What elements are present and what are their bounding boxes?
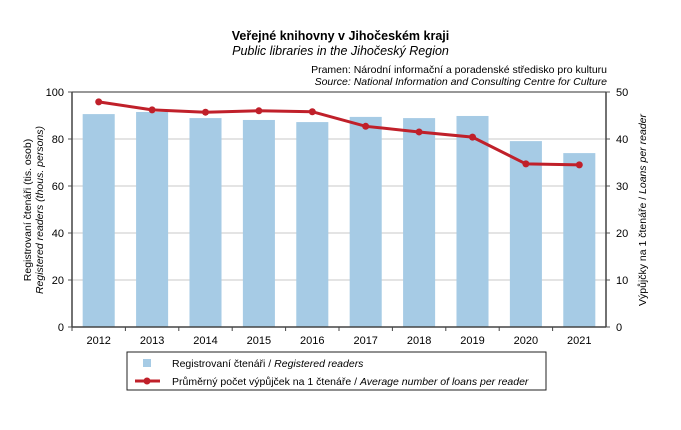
- legend-label-en: Registered readers: [274, 358, 364, 370]
- line-point: [255, 107, 263, 115]
- legend-label-en: Average number of loans per reader: [359, 376, 529, 388]
- chart-subtitle: Public libraries in the Jihočeský Region: [232, 44, 449, 58]
- line-point: [575, 161, 583, 169]
- line-point: [202, 108, 209, 116]
- chart-title: Veřejné knihovny v Jihočeském kraji: [231, 29, 450, 43]
- bar: [296, 122, 329, 327]
- line-point: [148, 106, 156, 114]
- ytick-left-label: 20: [52, 275, 64, 287]
- legend-swatch-bar: [143, 359, 151, 367]
- ytick-right-label: 20: [616, 228, 628, 240]
- legend-label-cz: Průměrný počet výpůjček na 1 čtenáře /: [172, 376, 360, 388]
- ylabel-left-en: Registered readers (thous. persons): [34, 126, 46, 294]
- bar: [189, 118, 222, 328]
- bar: [509, 141, 542, 327]
- bar: [403, 118, 436, 328]
- bar: [82, 114, 115, 327]
- xtick-label: 2020: [514, 335, 538, 347]
- line-point: [362, 122, 370, 130]
- ytick-left-label: 60: [52, 181, 64, 193]
- xtick-label: 2012: [86, 335, 110, 347]
- ytick-right-label: 10: [616, 275, 628, 287]
- xtick-label: 2013: [140, 335, 164, 347]
- line-point: [95, 98, 103, 106]
- bar: [563, 153, 596, 327]
- line-point: [415, 128, 423, 136]
- line-point: [469, 133, 476, 141]
- ytick-left-label: 100: [46, 87, 64, 99]
- xtick-label: 2015: [247, 335, 271, 347]
- source-en: Source: National Information and Consult…: [314, 76, 607, 88]
- ytick-right-label: 0: [616, 322, 622, 334]
- line-series: [98, 100, 580, 167]
- ytick-right-label: 30: [616, 181, 628, 193]
- legend-entry: Registrovaní čtenáři / Registered reader…: [172, 358, 364, 370]
- xtick-label: 2017: [353, 335, 377, 347]
- xtick-label: 2018: [407, 335, 431, 347]
- xtick-label: 2021: [567, 335, 591, 347]
- ytick-left-label: 80: [52, 134, 64, 146]
- ylabel-right-en: Loans per reader: [637, 113, 649, 193]
- legend-entry: Průměrný počet výpůjček na 1 čtenáře / A…: [172, 376, 529, 388]
- ylabel-right-cz: Výpůjčky na 1 čtenáře /: [637, 194, 649, 306]
- bar: [136, 111, 169, 327]
- xtick-label: 2016: [300, 335, 324, 347]
- ytick-right-label: 40: [616, 134, 628, 146]
- xtick-label: 2019: [460, 335, 484, 347]
- line-point: [522, 160, 530, 168]
- ylabel-left-cz: Registrovaní čtenáři (tis. osob): [22, 139, 34, 281]
- ytick-right-label: 50: [616, 87, 628, 99]
- source-cz: Pramen: Národní informační a poradenské …: [311, 64, 607, 76]
- ylabel-right: Výpůjčky na 1 čtenáře / Loans per reader: [637, 113, 649, 306]
- legend-label-cz: Registrovaní čtenáři /: [172, 358, 274, 370]
- bar: [349, 116, 382, 327]
- bar: [242, 119, 275, 327]
- legend-swatch-point: [143, 377, 151, 385]
- legend-box: [126, 351, 547, 391]
- ytick-left-label: 40: [52, 228, 64, 240]
- ytick-left-label: 0: [58, 322, 64, 334]
- xtick-label: 2014: [193, 335, 217, 347]
- bar: [456, 115, 489, 327]
- line-point: [308, 108, 316, 116]
